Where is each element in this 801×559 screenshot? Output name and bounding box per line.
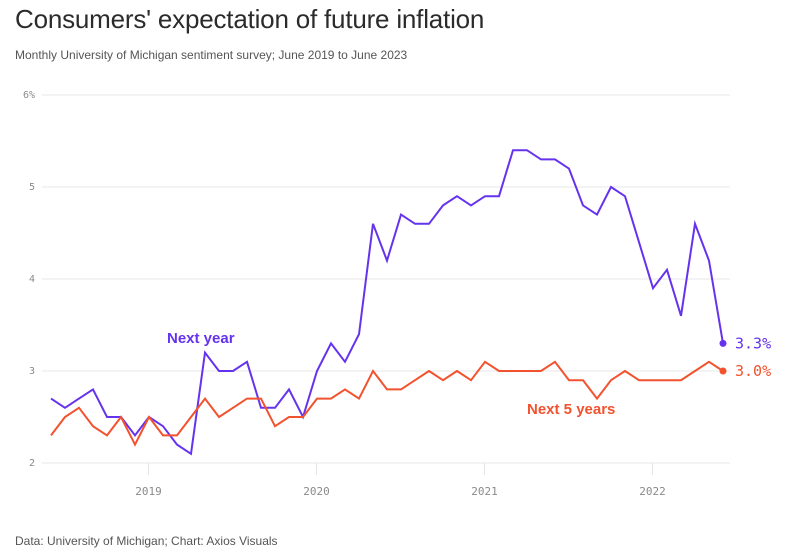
series-label-next-year: Next year bbox=[167, 330, 235, 347]
x-tick-label: 2021 bbox=[471, 485, 498, 498]
series-end-label: 3.3% bbox=[735, 334, 771, 352]
x-tick-label: 2020 bbox=[303, 485, 330, 498]
series-end-dot bbox=[719, 367, 727, 375]
series-labels: Next year Next 5 years bbox=[167, 330, 615, 418]
x-ticks: 2019 2020 2021 2022 bbox=[135, 463, 666, 498]
x-tick-label: 2019 bbox=[135, 485, 162, 498]
y-gridlines: 6% 5 4 3 2 bbox=[23, 90, 730, 469]
y-tick-label: 6% bbox=[23, 90, 35, 101]
chart-source: Data: University of Michigan; Chart: Axi… bbox=[15, 534, 278, 548]
series-line-next-year bbox=[50, 149, 724, 456]
y-tick-label: 3 bbox=[29, 366, 35, 377]
series-line-next-5-years bbox=[50, 360, 724, 447]
x-tick-label: 2022 bbox=[639, 485, 666, 498]
series-label-next-5-years: Next 5 years bbox=[527, 401, 615, 418]
chart-title: Consumers' expectation of future inflati… bbox=[15, 4, 485, 34]
y-tick-label: 4 bbox=[29, 274, 35, 285]
chart-subtitle: Monthly University of Michigan sentiment… bbox=[15, 48, 408, 62]
series-lines: 3.3% 3.0% bbox=[50, 149, 771, 456]
y-tick-label: 2 bbox=[29, 458, 35, 469]
series-end-label: 3.0% bbox=[735, 362, 771, 380]
series-end-dot bbox=[719, 339, 727, 347]
y-tick-label: 5 bbox=[29, 182, 35, 193]
